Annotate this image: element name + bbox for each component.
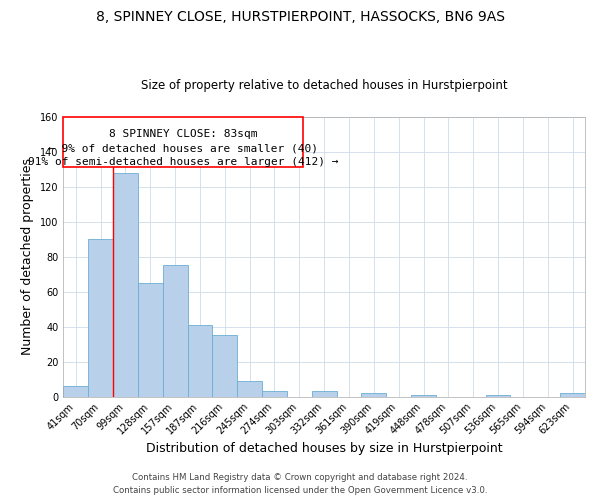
Bar	[64, 386, 88, 396]
Bar	[262, 392, 287, 396]
Text: 8 SPINNEY CLOSE: 83sqm: 8 SPINNEY CLOSE: 83sqm	[109, 130, 257, 140]
Bar	[485, 395, 511, 396]
Text: 91% of semi-detached houses are larger (412) →: 91% of semi-detached houses are larger (…	[28, 158, 338, 168]
Bar	[163, 266, 188, 396]
Bar	[212, 336, 237, 396]
Bar	[138, 283, 163, 397]
Bar	[411, 395, 436, 396]
X-axis label: Distribution of detached houses by size in Hurstpierpoint: Distribution of detached houses by size …	[146, 442, 502, 455]
Title: Size of property relative to detached houses in Hurstpierpoint: Size of property relative to detached ho…	[141, 79, 508, 92]
Bar	[188, 325, 212, 396]
Text: ← 9% of detached houses are smaller (40): ← 9% of detached houses are smaller (40)	[48, 144, 318, 154]
Bar	[312, 392, 337, 396]
Bar	[560, 393, 585, 396]
Bar	[88, 239, 113, 396]
Text: 8, SPINNEY CLOSE, HURSTPIERPOINT, HASSOCKS, BN6 9AS: 8, SPINNEY CLOSE, HURSTPIERPOINT, HASSOC…	[95, 10, 505, 24]
Bar	[237, 381, 262, 396]
Bar	[113, 173, 138, 396]
Text: Contains HM Land Registry data © Crown copyright and database right 2024.
Contai: Contains HM Land Registry data © Crown c…	[113, 474, 487, 495]
Y-axis label: Number of detached properties: Number of detached properties	[22, 158, 34, 355]
Bar	[361, 393, 386, 396]
FancyBboxPatch shape	[64, 117, 303, 167]
